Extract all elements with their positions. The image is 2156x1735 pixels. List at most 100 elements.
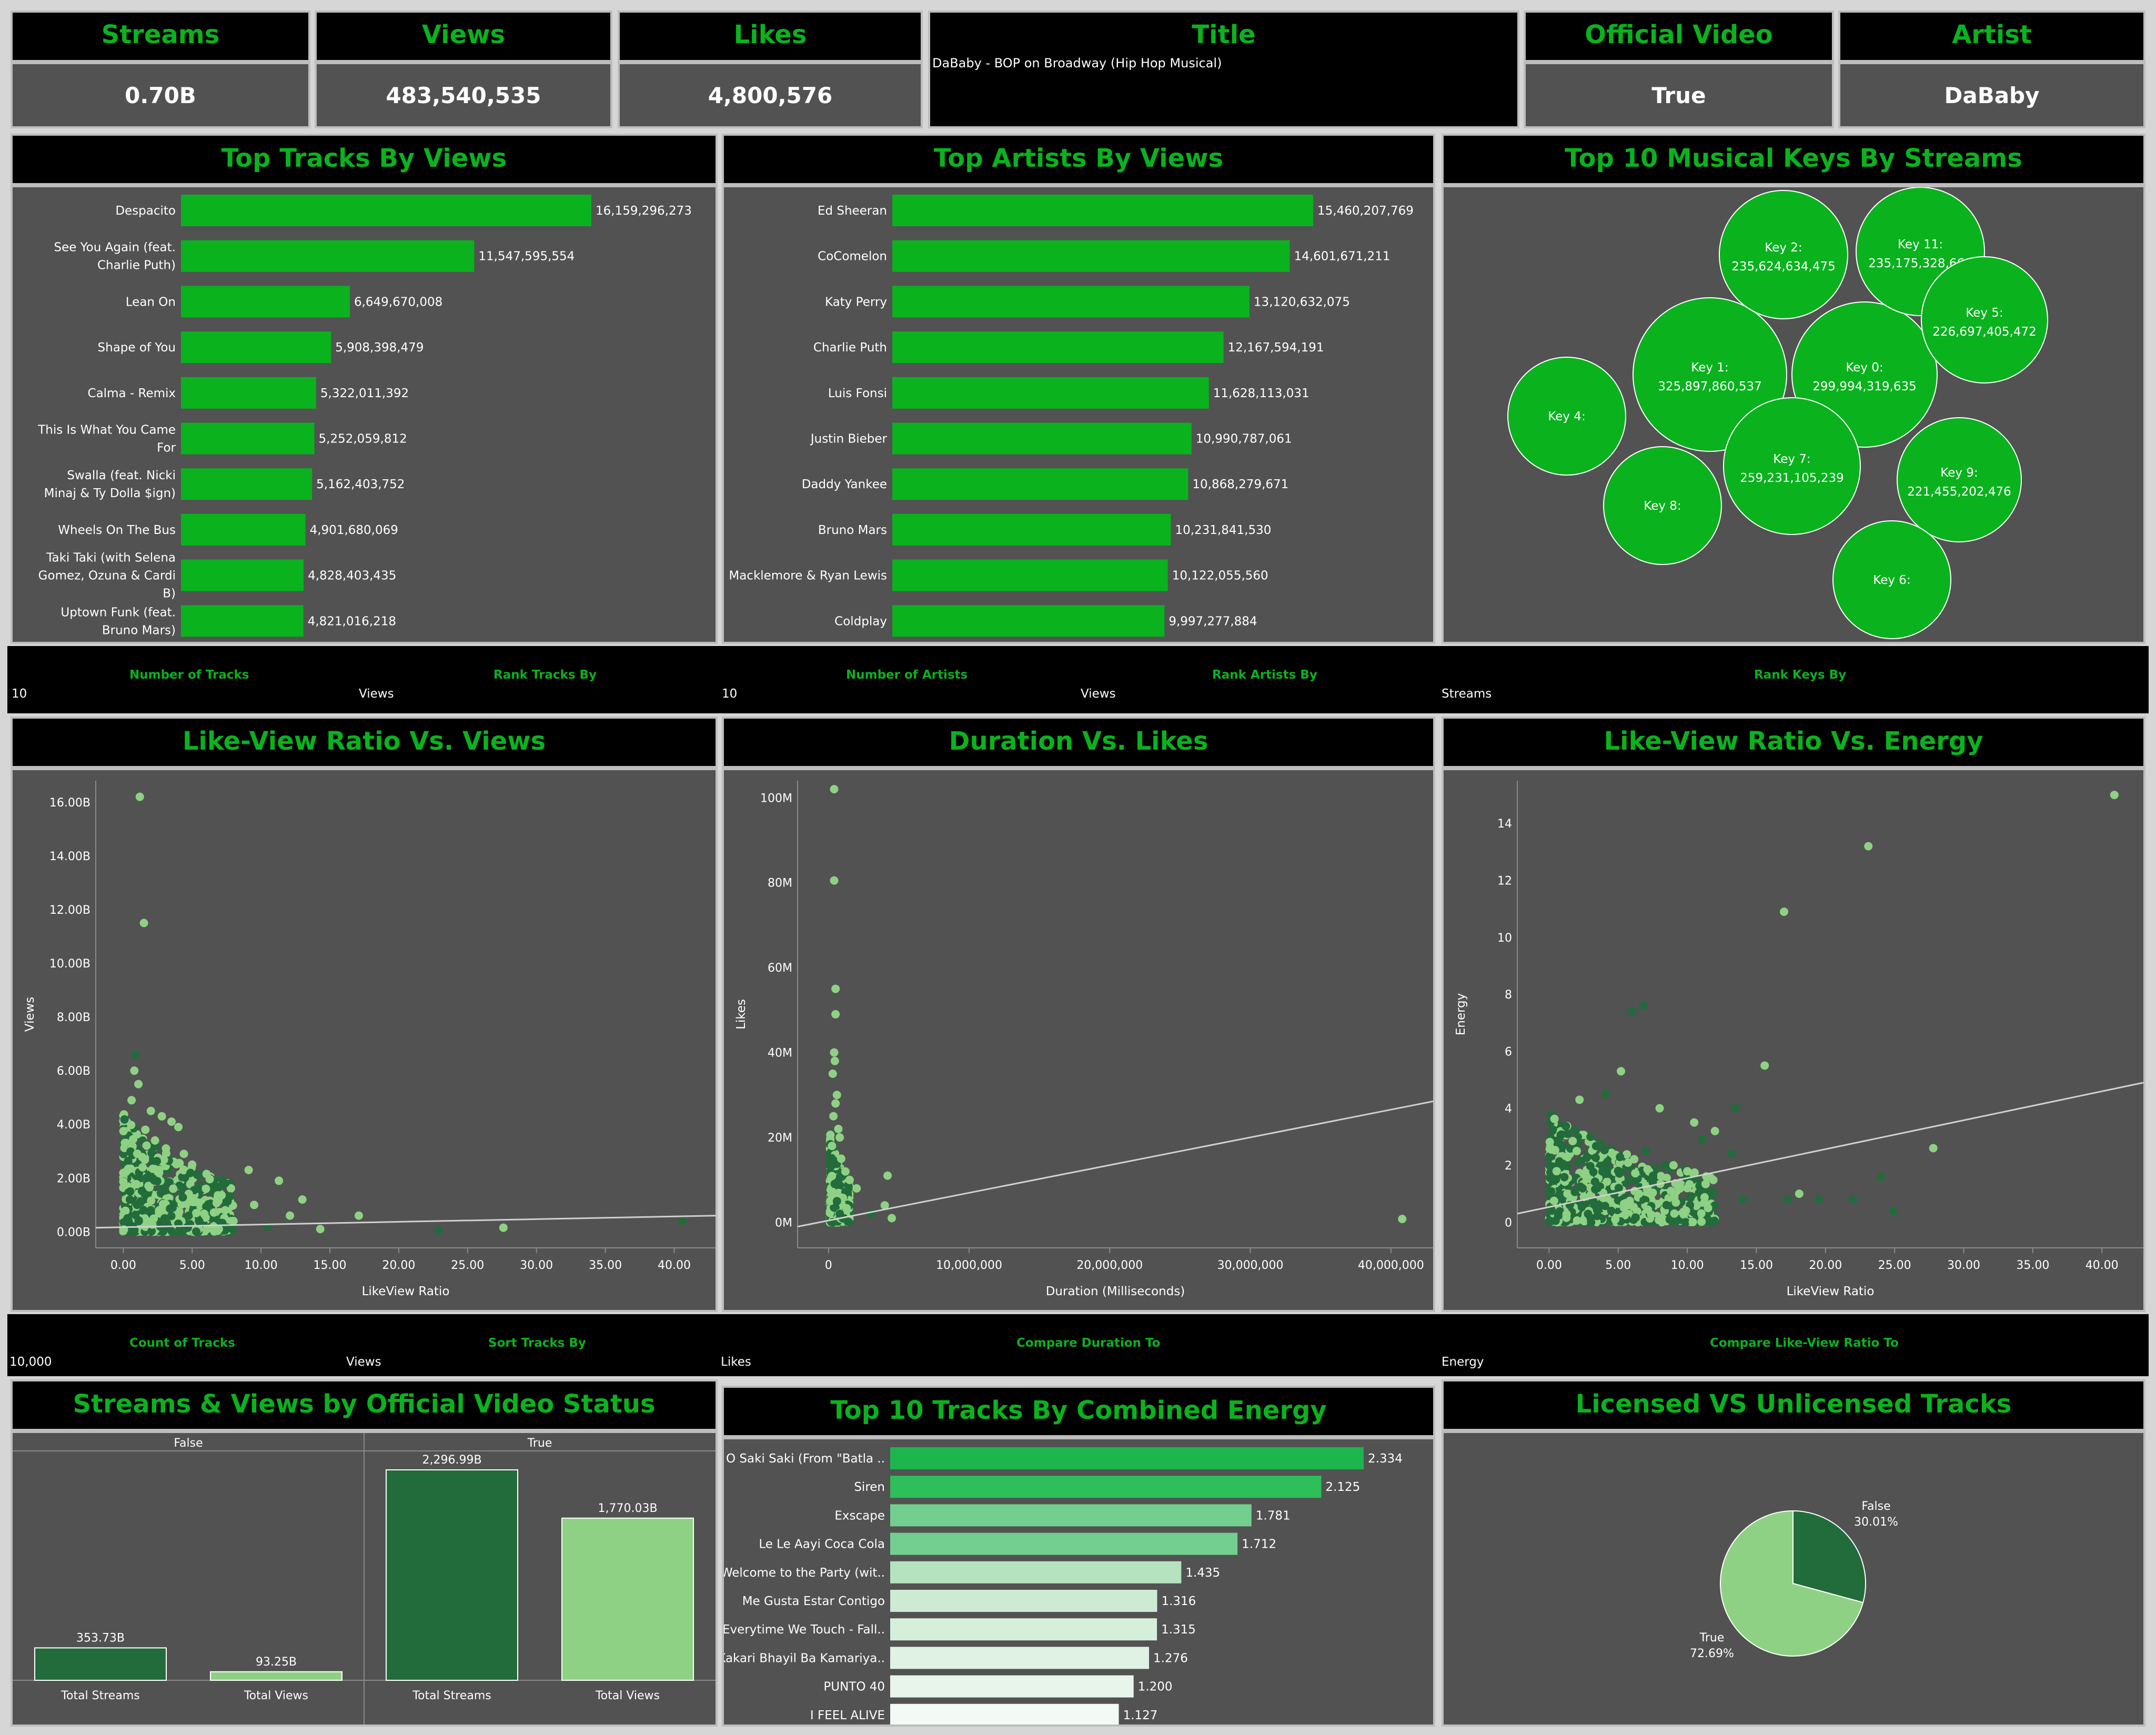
data-point (174, 1123, 183, 1132)
category-label: O Saki Saki (From "Batla .. (726, 1452, 885, 1466)
licensed-title: Licensed VS Unlicensed Tracks (1442, 1379, 2145, 1431)
data-point (250, 1201, 259, 1209)
data-point (1624, 1158, 1633, 1167)
y-tick-label: 80M (768, 877, 792, 890)
category-label: This Is What You Came For (37, 423, 176, 455)
data-point (1547, 1145, 1556, 1154)
artist-kpi-value: DaBaby (1838, 62, 2145, 128)
duration-likes-title: Duration Vs. Likes (722, 717, 1435, 768)
data-point (139, 1206, 148, 1215)
y-tick-label: 12.00B (49, 904, 90, 917)
title-kpi: Title DaBaby - BOP on Broadway (Hip Hop … (928, 11, 1519, 128)
x-tick-label: 25.00 (451, 1259, 484, 1272)
y-axis-label: Views (23, 997, 37, 1032)
likes-kpi-value: 4,800,576 (618, 62, 923, 128)
value-label: 1.316 (1161, 1595, 1196, 1608)
data-point (826, 1131, 835, 1139)
data-point (1607, 1206, 1616, 1215)
y-tick-label: 2.00B (57, 1172, 90, 1185)
data-point (1710, 1201, 1719, 1210)
data-point (178, 1193, 187, 1202)
data-point (499, 1223, 508, 1232)
y-tick-label: 60M (768, 962, 792, 975)
data-point (1552, 1167, 1561, 1176)
data-point (138, 1163, 147, 1172)
data-point (1727, 1149, 1736, 1158)
data-point (837, 1154, 845, 1163)
bar (181, 331, 331, 364)
data-point (120, 1115, 129, 1124)
data-point (1591, 1142, 1600, 1151)
number-of-tracks-value[interactable]: 10 (12, 687, 27, 701)
data-point (138, 1153, 147, 1162)
data-point (1573, 1216, 1581, 1225)
data-point (148, 1164, 157, 1173)
bar (892, 331, 1224, 364)
data-point (354, 1211, 363, 1220)
sort-tracks-value[interactable]: Views (346, 1355, 381, 1369)
data-point (1586, 1132, 1595, 1141)
count-of-tracks-value[interactable]: 10,000 (9, 1355, 52, 1369)
x-tick-label: 20.00 (382, 1259, 415, 1272)
data-point (264, 1222, 273, 1231)
data-point (1683, 1167, 1692, 1176)
group-header: True (527, 1437, 552, 1450)
y-tick-label: 2 (1505, 1159, 1512, 1173)
data-point (142, 1220, 151, 1229)
category-label: Despacito (115, 204, 176, 218)
pie-slice (1720, 1510, 1864, 1657)
streams-kpi-value: 0.70B (11, 62, 310, 128)
number-of-artists-value[interactable]: 10 (722, 687, 738, 701)
compare-duration-value[interactable]: Likes (721, 1355, 751, 1369)
bar (890, 1504, 1252, 1527)
top-tracks-title: Top Tracks By Views (11, 134, 718, 185)
y-tick-label: 10.00B (49, 957, 90, 971)
sort-tracks-label: Sort Tracks By (488, 1336, 586, 1350)
data-point (1709, 1175, 1718, 1184)
category-label: Macklemore & Ryan Lewis (729, 569, 887, 583)
like-view-views-panel: 0.00 5.00 10.00 15.00 20.00 25.00 30.00 35.00 40… (11, 768, 718, 1312)
x-tick-label: 0.00 (110, 1259, 136, 1272)
value-label: 1.276 (1153, 1651, 1188, 1665)
top-artists-panel: Ed Sheeran 15,460,207,769 CoComelon 14,601,… (722, 185, 1435, 644)
category-label: Justin Bieber (810, 432, 888, 446)
data-point (223, 1197, 232, 1206)
value-label: 4,821,016,218 (308, 614, 396, 628)
key-name-label: Key 7: (1773, 452, 1810, 466)
data-point (169, 1184, 178, 1193)
key-value-label: 299,994,319,635 (1812, 380, 1917, 394)
data-point (1686, 1194, 1695, 1203)
data-point (179, 1149, 188, 1158)
data-point (1635, 1189, 1644, 1198)
rank-tracks-value[interactable]: Views (359, 687, 394, 701)
data-point (1864, 842, 1873, 851)
data-point (133, 1201, 142, 1209)
data-point (155, 1168, 164, 1177)
data-point (178, 1173, 187, 1182)
slice-value-label: 72.69% (1690, 1647, 1734, 1660)
x-tick-label: 30.00 (520, 1259, 553, 1272)
data-point (1545, 1217, 1554, 1226)
data-point (1577, 1156, 1586, 1165)
compare-ratio-value[interactable]: Energy (1442, 1355, 1484, 1369)
key-name-label: Key 0: (1846, 361, 1883, 375)
key-name-label: Key 6: (1873, 573, 1910, 587)
official-status-title: Streams & Views by Official Video Status (11, 1379, 718, 1431)
category-label: Everytime We Touch - Fall.. (724, 1623, 885, 1637)
bar (890, 1675, 1134, 1698)
bar (892, 468, 1188, 500)
data-point (1578, 1184, 1587, 1193)
data-point (119, 1127, 128, 1136)
rank-artists-value[interactable]: Views (1081, 687, 1116, 701)
data-point (1738, 1195, 1747, 1204)
top-artists-chart: Ed Sheeran 15,460,207,769 CoComelon 14,601,… (729, 195, 1414, 637)
category-label: Siren (854, 1480, 885, 1494)
value-label: 5,252,059,812 (319, 432, 407, 446)
category-label: Kakari Bhayil Ba Kamariya.. (724, 1651, 885, 1665)
value-label: 10,122,055,560 (1172, 569, 1268, 583)
data-point (179, 1166, 188, 1175)
rank-keys-value[interactable]: Streams (1442, 687, 1492, 701)
data-point (1697, 1217, 1706, 1226)
value-label: 2.334 (1368, 1452, 1403, 1466)
pie-slice (1792, 1510, 1866, 1603)
